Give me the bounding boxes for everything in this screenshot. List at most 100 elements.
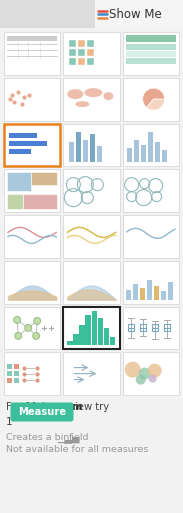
Bar [123,169,179,212]
Bar [123,306,179,349]
Bar [63,215,120,258]
Bar [4,215,60,258]
Bar [87,58,94,65]
Text: Not available for all measures: Not available for all measures [6,445,148,454]
Bar [9,141,47,146]
Bar [123,32,179,75]
Text: ▁▃▅: ▁▃▅ [57,433,79,443]
Bar [127,148,132,162]
Bar [7,36,57,41]
Circle shape [14,317,21,323]
Bar [63,32,120,75]
Bar [23,193,57,209]
Bar [73,334,79,345]
Bar [161,290,166,300]
Ellipse shape [75,101,89,107]
Bar [123,261,179,304]
Bar [126,289,131,300]
Text: field: field [69,433,89,442]
Bar [63,169,120,212]
Bar [123,215,179,258]
Bar [126,44,176,50]
Bar [92,310,97,345]
Bar [4,306,60,349]
Wedge shape [147,99,165,110]
Bar [140,287,145,300]
Bar [123,78,179,121]
Bar [63,306,120,349]
Bar [134,140,139,162]
Circle shape [149,374,157,383]
Bar [9,133,37,138]
Bar [63,352,120,395]
Text: For a: For a [6,402,34,412]
Bar [9,149,31,154]
Bar [83,140,88,162]
Circle shape [25,324,32,331]
Bar [7,378,12,383]
Bar [7,172,31,191]
Bar [4,352,60,395]
Bar [128,324,134,331]
Bar [162,150,167,162]
Bar [69,58,76,65]
Bar [63,124,120,166]
Bar [168,282,173,300]
Bar [126,58,176,64]
Bar [31,172,57,185]
Wedge shape [143,88,165,108]
Circle shape [136,374,146,385]
Bar [152,324,158,331]
Bar [4,169,60,212]
FancyBboxPatch shape [10,403,74,422]
Bar [155,142,160,162]
Bar [148,132,153,162]
Bar [164,324,170,331]
Bar [63,78,120,121]
Bar [133,284,138,300]
Ellipse shape [103,92,113,100]
Text: 1: 1 [6,417,13,427]
Bar [14,378,19,383]
Bar [95,0,183,28]
Bar [90,134,95,162]
Ellipse shape [84,88,102,97]
Text: histogram: histogram [25,402,83,412]
Bar [7,364,12,369]
Bar [126,35,176,42]
Bar [123,352,179,395]
Bar [4,124,60,166]
Bar [0,0,95,28]
Bar [140,324,146,331]
Text: Show Me: Show Me [109,8,162,21]
Bar [87,49,94,56]
Bar [78,49,85,56]
Bar [79,325,85,345]
Bar [98,319,103,345]
Text: Creates a bin: Creates a bin [6,433,72,442]
Circle shape [15,332,22,340]
Bar [63,261,120,304]
Text: view try: view try [66,402,109,412]
Bar [147,280,152,300]
Bar [78,41,85,47]
Bar [141,145,146,162]
Bar [69,49,76,56]
Bar [14,370,19,376]
Bar [4,32,60,75]
Bar [123,124,179,166]
Bar [110,338,115,345]
Bar [76,132,81,162]
Ellipse shape [67,89,83,99]
Bar [126,51,176,57]
Bar [4,78,60,121]
Bar [154,286,159,300]
Bar [78,58,85,65]
Bar [87,41,94,47]
Bar [104,328,109,345]
Circle shape [34,318,41,324]
Bar [67,341,73,345]
Circle shape [125,362,141,378]
Bar [14,364,19,369]
Bar [97,146,102,162]
